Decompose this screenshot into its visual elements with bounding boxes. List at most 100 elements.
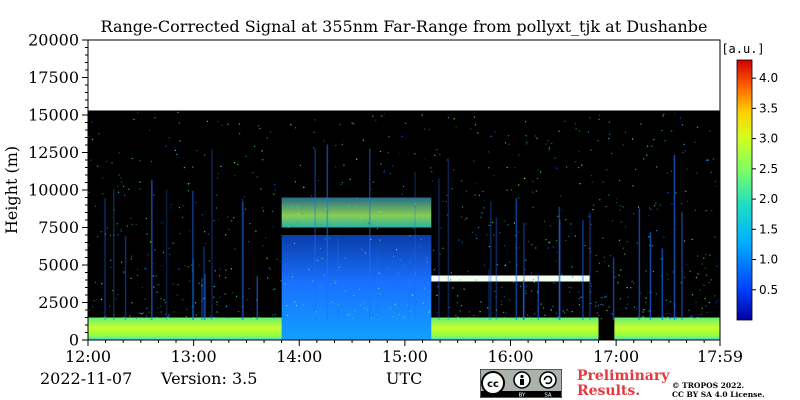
speckle <box>121 181 123 183</box>
speckle <box>510 189 512 191</box>
speckle <box>474 194 476 196</box>
speckle <box>303 304 305 306</box>
speckle <box>296 206 298 208</box>
speckle <box>91 306 94 308</box>
speckle <box>562 310 564 312</box>
speckle <box>387 152 389 154</box>
version-label: Version: 3.5 <box>161 369 258 388</box>
signal-streak <box>203 246 205 320</box>
speckle <box>534 135 537 137</box>
chart-title: Range-Corrected Signal at 355nm Far-Rang… <box>101 17 708 36</box>
speckle <box>663 236 665 238</box>
speckle <box>548 147 550 149</box>
speckle <box>549 225 551 227</box>
speckle <box>504 142 507 144</box>
speckle <box>547 140 549 142</box>
speckle <box>146 233 148 235</box>
speckle <box>506 166 508 168</box>
speckle <box>133 118 135 120</box>
speckle <box>523 259 525 261</box>
speckle <box>565 239 567 242</box>
speckle <box>117 293 119 296</box>
speckle <box>487 151 489 153</box>
speckle <box>131 223 133 226</box>
speckle <box>504 220 506 222</box>
speckle <box>376 228 379 230</box>
speckle <box>622 247 624 249</box>
speckle <box>225 269 227 271</box>
speckle <box>667 316 669 318</box>
speckle <box>709 254 711 256</box>
y-tick-label: 10000 <box>28 181 79 200</box>
speckle <box>383 113 385 115</box>
speckle <box>588 215 590 217</box>
speckle <box>608 121 610 123</box>
speckle <box>552 246 554 248</box>
speckle <box>298 217 300 220</box>
speckle <box>186 308 188 311</box>
speckle <box>698 273 700 275</box>
speckle <box>120 177 122 179</box>
speckle <box>608 265 610 267</box>
speckle <box>269 269 271 271</box>
speckle <box>217 218 219 221</box>
speckle <box>560 195 562 197</box>
speckle <box>351 122 353 124</box>
speckle <box>463 288 465 290</box>
speckle <box>488 246 491 248</box>
speckle <box>109 234 111 237</box>
speckle <box>120 228 122 231</box>
speckle <box>468 311 471 313</box>
speckle <box>216 311 218 313</box>
speckle <box>227 216 229 218</box>
speckle <box>362 223 364 225</box>
speckle-layer <box>88 111 719 320</box>
speckle <box>569 291 571 293</box>
x-tick-label: 15:00 <box>382 347 428 366</box>
speckle <box>578 150 580 152</box>
speckle <box>370 238 372 241</box>
speckle <box>619 209 621 211</box>
speckle <box>554 157 556 159</box>
speckle <box>703 257 705 259</box>
speckle <box>637 316 639 318</box>
speckle <box>632 138 634 140</box>
speckle <box>648 310 650 312</box>
speckle <box>353 314 355 316</box>
speckle <box>110 266 112 268</box>
speckle <box>701 313 703 315</box>
speckle <box>178 122 180 124</box>
signal-streak <box>495 217 498 320</box>
speckle <box>238 311 240 313</box>
speckle <box>272 289 274 291</box>
speckle <box>705 210 707 212</box>
speckle <box>691 294 694 296</box>
speckle <box>461 241 463 243</box>
x-axis-label: UTC <box>386 369 423 388</box>
signal-streak <box>314 148 316 320</box>
speckle <box>525 292 527 294</box>
speckle <box>506 189 508 191</box>
preliminary-line-2: Results. <box>577 383 641 399</box>
speckle <box>509 299 511 301</box>
speckle <box>503 296 505 298</box>
speckle <box>138 312 140 314</box>
speckle <box>568 286 570 288</box>
speckle <box>409 261 411 263</box>
speckle <box>431 180 433 182</box>
speckle <box>660 275 662 277</box>
speckle <box>88 244 90 246</box>
speckle <box>386 214 388 216</box>
speckle <box>241 317 243 319</box>
speckle <box>315 311 317 313</box>
speckle <box>453 118 455 120</box>
speckle <box>648 316 651 318</box>
speckle <box>428 311 430 313</box>
speckle <box>118 174 120 176</box>
speckle <box>579 183 581 185</box>
speckle <box>144 267 146 269</box>
speckle <box>595 301 597 304</box>
speckle <box>344 257 346 259</box>
speckle <box>524 290 527 292</box>
